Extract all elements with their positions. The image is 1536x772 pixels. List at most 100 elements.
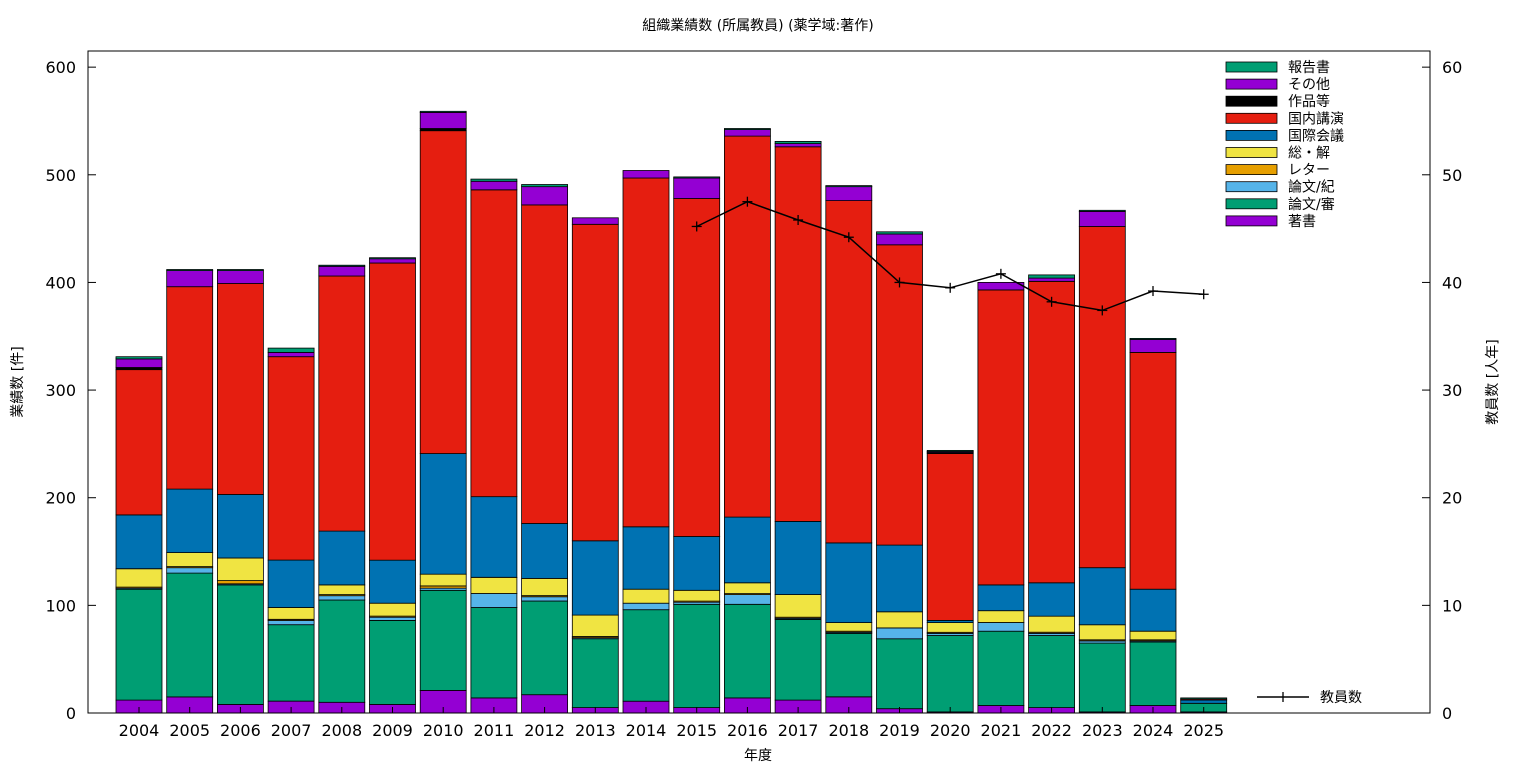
x-tick-label: 2023 xyxy=(1082,721,1123,740)
x-tick-label: 2009 xyxy=(372,721,413,740)
bar-segment-2015-5 xyxy=(673,536,721,591)
y-tick-label: 500 xyxy=(45,166,76,185)
bar-segment-2014-6 xyxy=(622,177,670,528)
bar-segment-2022-8 xyxy=(1028,277,1075,282)
legend-item-line: 教員数 xyxy=(1257,690,1362,706)
legend-item: 論文/紀 xyxy=(1225,180,1335,196)
legend-label: 国際会議 xyxy=(1288,127,1344,144)
bar-segment-2011-5 xyxy=(470,496,518,578)
bar-segment-2022-1 xyxy=(1028,635,1075,708)
bar-segment-2015-1 xyxy=(673,603,721,708)
legend-swatch xyxy=(1225,198,1278,210)
bar-segment-2021-6 xyxy=(977,289,1025,586)
legend-swatch xyxy=(1225,181,1278,193)
bar-segment-2004-8 xyxy=(115,358,163,368)
x-tick-label: 2013 xyxy=(575,721,616,740)
legend-swatch xyxy=(1225,215,1278,227)
bar-segment-2019-1 xyxy=(876,638,923,710)
y-tick-label: 400 xyxy=(45,273,76,292)
bar-segment-2010-8 xyxy=(419,112,467,129)
bar-segment-2015-8 xyxy=(673,177,721,199)
bar-segment-2012-2 xyxy=(521,596,568,602)
bar-segment-2023-6 xyxy=(1078,226,1126,569)
bar-segment-2005-2 xyxy=(166,567,214,574)
bar-segment-2010-6 xyxy=(419,130,467,454)
x-tick-label: 2019 xyxy=(879,721,920,740)
bar-segment-2014-5 xyxy=(622,526,670,590)
x-tick-label: 2017 xyxy=(778,721,819,740)
bar-segment-2009-9 xyxy=(369,257,416,260)
x-tick-label: 2010 xyxy=(423,721,464,740)
faculty-count-point-2016 xyxy=(742,196,753,207)
legend-label: 著書 xyxy=(1288,214,1316,230)
bar-segment-2012-9 xyxy=(521,184,568,188)
bar-segment-2019-5 xyxy=(876,544,923,613)
x-tick-label: 2015 xyxy=(676,721,717,740)
y2-tick-label: 10 xyxy=(1442,596,1462,615)
bar-segment-2012-1 xyxy=(521,600,568,696)
bar-segment-2006-5 xyxy=(216,494,264,559)
bar-segment-2006-9 xyxy=(216,269,264,272)
bar-segment-2022-6 xyxy=(1028,280,1075,584)
faculty-count-point-2017 xyxy=(793,214,804,225)
legend-item: レター xyxy=(1225,163,1330,179)
bar-segment-2004-1 xyxy=(115,588,163,701)
bar-segment-2007-9 xyxy=(267,347,315,353)
bar-segment-2014-8 xyxy=(622,170,670,179)
x-tick-label: 2005 xyxy=(169,721,210,740)
legend-item: 論文/審 xyxy=(1225,197,1335,213)
bar-segment-2022-4 xyxy=(1028,615,1075,633)
y2-tick-label: 50 xyxy=(1442,166,1462,185)
faculty-count-point-2023 xyxy=(1097,305,1108,316)
x-tick-label: 2020 xyxy=(930,721,971,740)
bar-segment-2019-4 xyxy=(876,611,923,629)
chart-title: 組織業績数 (所属教員) (薬学域:著作) xyxy=(642,18,873,34)
bar-segment-2020-4 xyxy=(926,622,974,633)
x-tick-label: 2022 xyxy=(1031,721,1072,740)
bar-segment-2008-9 xyxy=(318,264,366,267)
bar-segment-2024-4 xyxy=(1129,630,1177,641)
bar-segment-2018-1 xyxy=(825,632,873,698)
bar-segment-2013-8 xyxy=(571,217,619,225)
bar-segment-2017-5 xyxy=(774,521,822,596)
y2-tick-label: 60 xyxy=(1442,58,1462,77)
bar-segment-2012-8 xyxy=(521,186,568,206)
bar-segment-2019-2 xyxy=(876,627,923,640)
faculty-count-point-2022 xyxy=(1046,296,1057,307)
y2-tick-label: 0 xyxy=(1442,704,1452,723)
bar-segment-2016-4 xyxy=(724,582,771,594)
x-tick-label: 2006 xyxy=(220,721,261,740)
y2-tick-label: 40 xyxy=(1442,273,1462,292)
bar-segment-2010-3 xyxy=(419,585,467,589)
x-axis-label: 年度 xyxy=(744,748,772,764)
bar-segment-2007-8 xyxy=(267,351,315,358)
bar-segment-2023-4 xyxy=(1078,624,1126,641)
bars-layer xyxy=(115,110,1228,714)
bar-segment-2011-4 xyxy=(470,577,518,594)
bar-segment-2005-6 xyxy=(166,286,214,490)
y-tick-label: 200 xyxy=(45,489,76,508)
bar-segment-2010-1 xyxy=(419,589,467,691)
bar-segment-2008-8 xyxy=(318,265,366,277)
bar-segment-2012-6 xyxy=(521,204,568,524)
bar-segment-2018-5 xyxy=(825,542,873,624)
faculty-count-point-2021 xyxy=(995,268,1006,279)
x-tick-label: 2025 xyxy=(1183,721,1224,740)
bar-segment-2011-1 xyxy=(470,607,518,699)
bar-segment-2013-4 xyxy=(571,614,619,637)
line-layer xyxy=(691,196,1209,316)
legend-label: 論文/審 xyxy=(1288,197,1335,213)
bar-segment-2024-9 xyxy=(1129,337,1177,340)
bar-segment-2013-1 xyxy=(571,638,619,709)
legend-item: 総・解 xyxy=(1225,146,1330,162)
legend-swatch xyxy=(1225,112,1278,124)
bar-segment-2007-6 xyxy=(267,356,315,561)
y-tick-label: 100 xyxy=(45,596,76,615)
legend-swatch xyxy=(1225,129,1278,141)
plot-frame xyxy=(87,50,1431,714)
bar-segment-2023-1 xyxy=(1078,642,1126,713)
bar-segment-2015-6 xyxy=(673,198,721,537)
faculty-count-point-2025 xyxy=(1198,289,1209,300)
